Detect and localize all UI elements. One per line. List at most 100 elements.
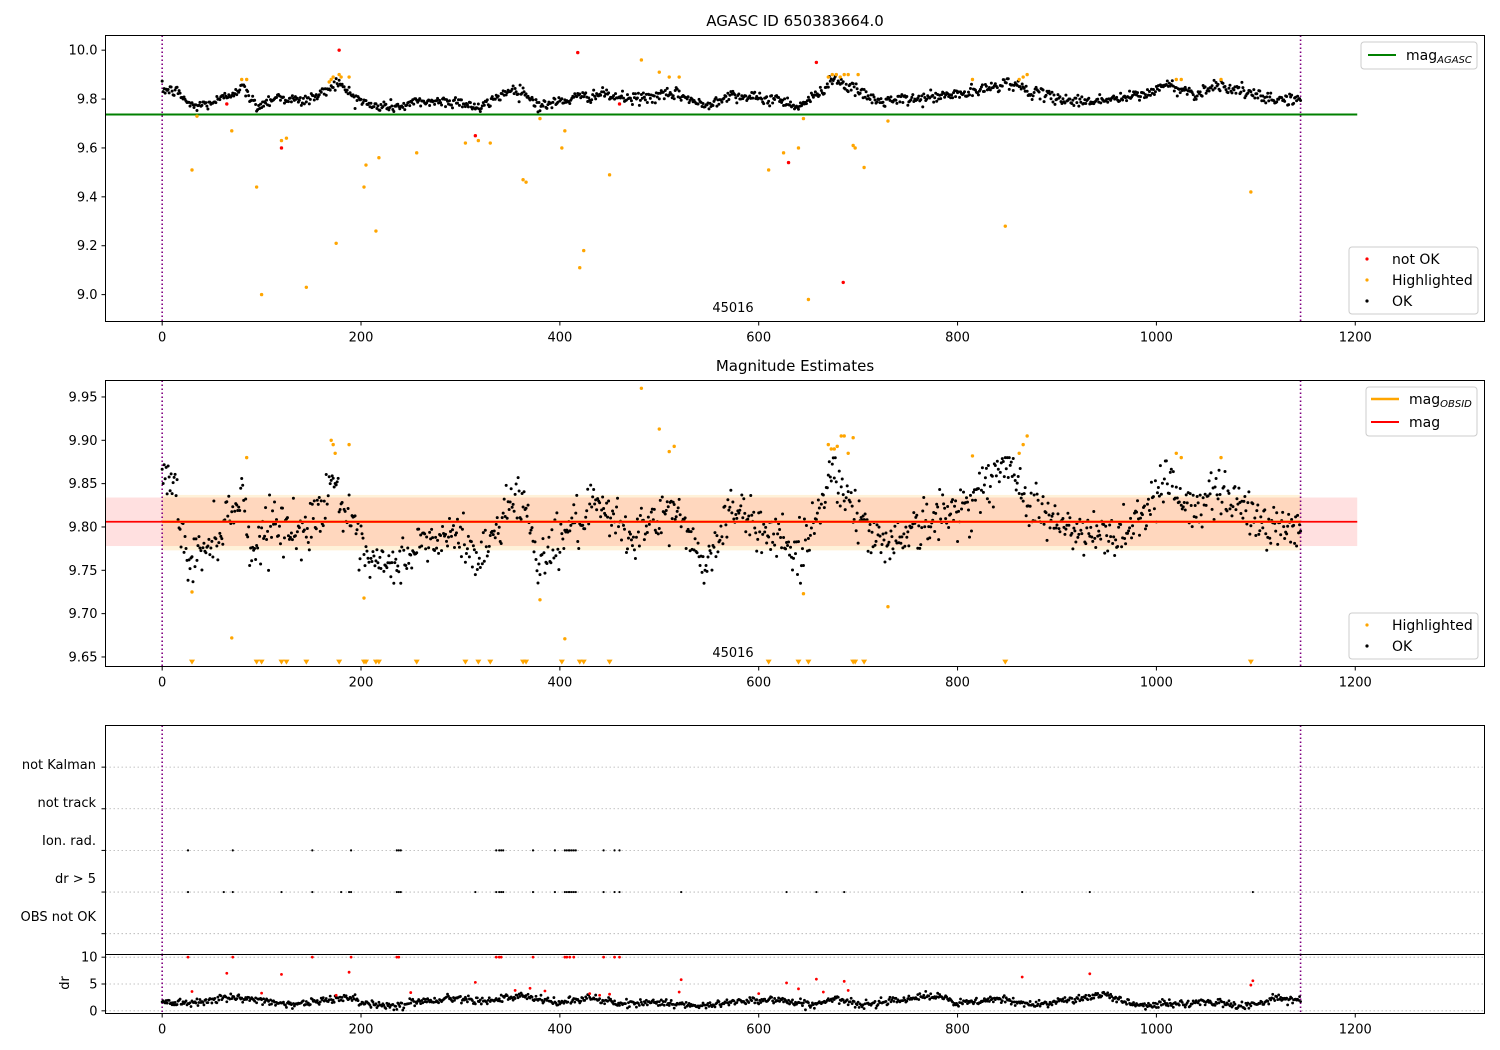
dr-point bbox=[267, 999, 270, 1003]
dr-point bbox=[350, 999, 354, 1002]
magnitude-ok-point bbox=[795, 572, 799, 576]
magnitude-ok-point bbox=[524, 506, 528, 510]
dr-point bbox=[1072, 1001, 1076, 1005]
dr-point bbox=[269, 998, 272, 1002]
agasc-xtick-label-0: 0 bbox=[158, 331, 166, 346]
agasc-ok-point bbox=[818, 85, 822, 89]
magnitude-ok-point bbox=[836, 491, 840, 495]
magnitude-ok-point bbox=[659, 531, 663, 535]
magnitude-ok-point bbox=[817, 506, 821, 510]
magnitude-ok-point bbox=[1165, 482, 1169, 486]
magnitude-ok-point bbox=[231, 505, 235, 509]
agasc-ok-point bbox=[1287, 103, 1291, 107]
magnitude-ok-point bbox=[679, 525, 683, 529]
dr-high-point bbox=[846, 989, 850, 992]
magnitude-ok-point bbox=[606, 515, 610, 519]
dr-point bbox=[603, 1002, 606, 1006]
dr-point bbox=[172, 1003, 176, 1007]
dr-point bbox=[479, 1002, 483, 1006]
magnitude-ok-point bbox=[633, 557, 637, 561]
agasc-ok-point bbox=[806, 95, 810, 99]
agasc-ok-point bbox=[675, 87, 679, 91]
magnitude-ok-point bbox=[1162, 477, 1166, 481]
magnitude-ok-point bbox=[617, 525, 621, 529]
magnitude-ok-point bbox=[797, 515, 801, 519]
dr-point bbox=[1222, 1000, 1226, 1004]
agasc-ok-point bbox=[551, 100, 555, 104]
magnitude-ok-point bbox=[1149, 480, 1153, 484]
dr-point bbox=[546, 996, 550, 1000]
magnitude-ok-point bbox=[691, 527, 695, 531]
dr-point bbox=[1240, 1000, 1244, 1004]
magnitude-ok-point bbox=[759, 510, 763, 514]
agasc-ok-point bbox=[629, 99, 633, 103]
magnitude-ok-point bbox=[1146, 497, 1150, 501]
magnitude-ok-point bbox=[1199, 513, 1203, 517]
dr-point bbox=[240, 996, 244, 1000]
agasc-ok-point bbox=[575, 95, 579, 99]
flag-label-not-track: not track bbox=[37, 796, 96, 811]
magnitude-highlighted-point bbox=[886, 605, 890, 609]
magnitude-ok-point bbox=[458, 525, 462, 529]
magnitude-ok-point bbox=[1160, 481, 1164, 485]
magnitude-ok-point bbox=[528, 531, 532, 535]
agasc-highlighted-point bbox=[1219, 77, 1223, 82]
magnitude-ok-point bbox=[798, 581, 802, 585]
magnitude-ok-point bbox=[840, 477, 844, 481]
magnitude-ok-point bbox=[304, 535, 308, 539]
dr-high-point bbox=[797, 987, 800, 991]
dr-point bbox=[864, 998, 868, 1002]
magnitude-ok-point bbox=[420, 544, 424, 548]
dr-point bbox=[466, 1000, 469, 1004]
magnitude-ok-point bbox=[270, 535, 274, 539]
dr-point bbox=[707, 1005, 711, 1008]
magnitude-ok-point bbox=[319, 499, 323, 503]
magnitude-ok-point bbox=[709, 551, 713, 555]
agasc-ok-point bbox=[786, 96, 790, 100]
dr-point bbox=[505, 994, 509, 998]
agasc-ok-point bbox=[645, 100, 649, 104]
dr-point bbox=[607, 996, 610, 999]
magnitude-ok-point bbox=[1103, 551, 1107, 555]
magnitude-ok-point bbox=[381, 550, 385, 554]
dr-point bbox=[644, 998, 648, 1002]
magnitude-ok-point bbox=[626, 536, 630, 540]
agasc-ok-point bbox=[401, 105, 405, 109]
dr-point bbox=[526, 992, 530, 996]
magnitude-ok-point bbox=[819, 502, 823, 506]
agasc-ok-point bbox=[455, 101, 459, 105]
dr-point bbox=[318, 1000, 322, 1004]
dr-point bbox=[1115, 1000, 1119, 1004]
agasc-ok-point bbox=[813, 90, 817, 94]
magnitude-ok-point bbox=[426, 559, 430, 563]
agasc-ok-point bbox=[1139, 95, 1142, 99]
magnitude-ok-point bbox=[812, 531, 816, 535]
magnitude-ok-point bbox=[1074, 540, 1078, 544]
magnitude-ok-point bbox=[712, 545, 716, 549]
dr-point bbox=[1258, 1002, 1262, 1005]
dr-point bbox=[748, 996, 752, 999]
magnitude-limit-marker bbox=[375, 659, 382, 665]
magnitude-ok-point bbox=[520, 492, 524, 496]
magnitude-ok-point bbox=[1066, 511, 1070, 515]
magnitude-ok-point bbox=[1117, 525, 1121, 529]
agasc-highlighted-point bbox=[842, 72, 846, 77]
agasc-ok-point bbox=[1252, 88, 1256, 92]
agasc-ok-point bbox=[796, 107, 800, 111]
dr-point bbox=[812, 1006, 816, 1010]
magnitude-ok-point bbox=[434, 535, 438, 539]
magnitude-ok-point bbox=[715, 534, 719, 538]
agasc-ok-point bbox=[748, 94, 752, 98]
agasc-ok-point bbox=[267, 95, 271, 99]
dr-high-point bbox=[528, 986, 532, 990]
agasc-ok-point bbox=[641, 91, 645, 95]
agasc-highlighted-point bbox=[1017, 77, 1021, 82]
agasc-ok-point bbox=[980, 83, 984, 87]
magnitude-ok-point bbox=[996, 467, 1000, 471]
magnitude-ok-point bbox=[170, 492, 174, 496]
agasc-ok-point bbox=[1164, 82, 1168, 86]
dr-point bbox=[282, 1000, 285, 1004]
magnitude-ok-point bbox=[259, 562, 263, 566]
magnitude-ok-point bbox=[1283, 537, 1287, 541]
agasc-ok-point bbox=[768, 104, 772, 108]
